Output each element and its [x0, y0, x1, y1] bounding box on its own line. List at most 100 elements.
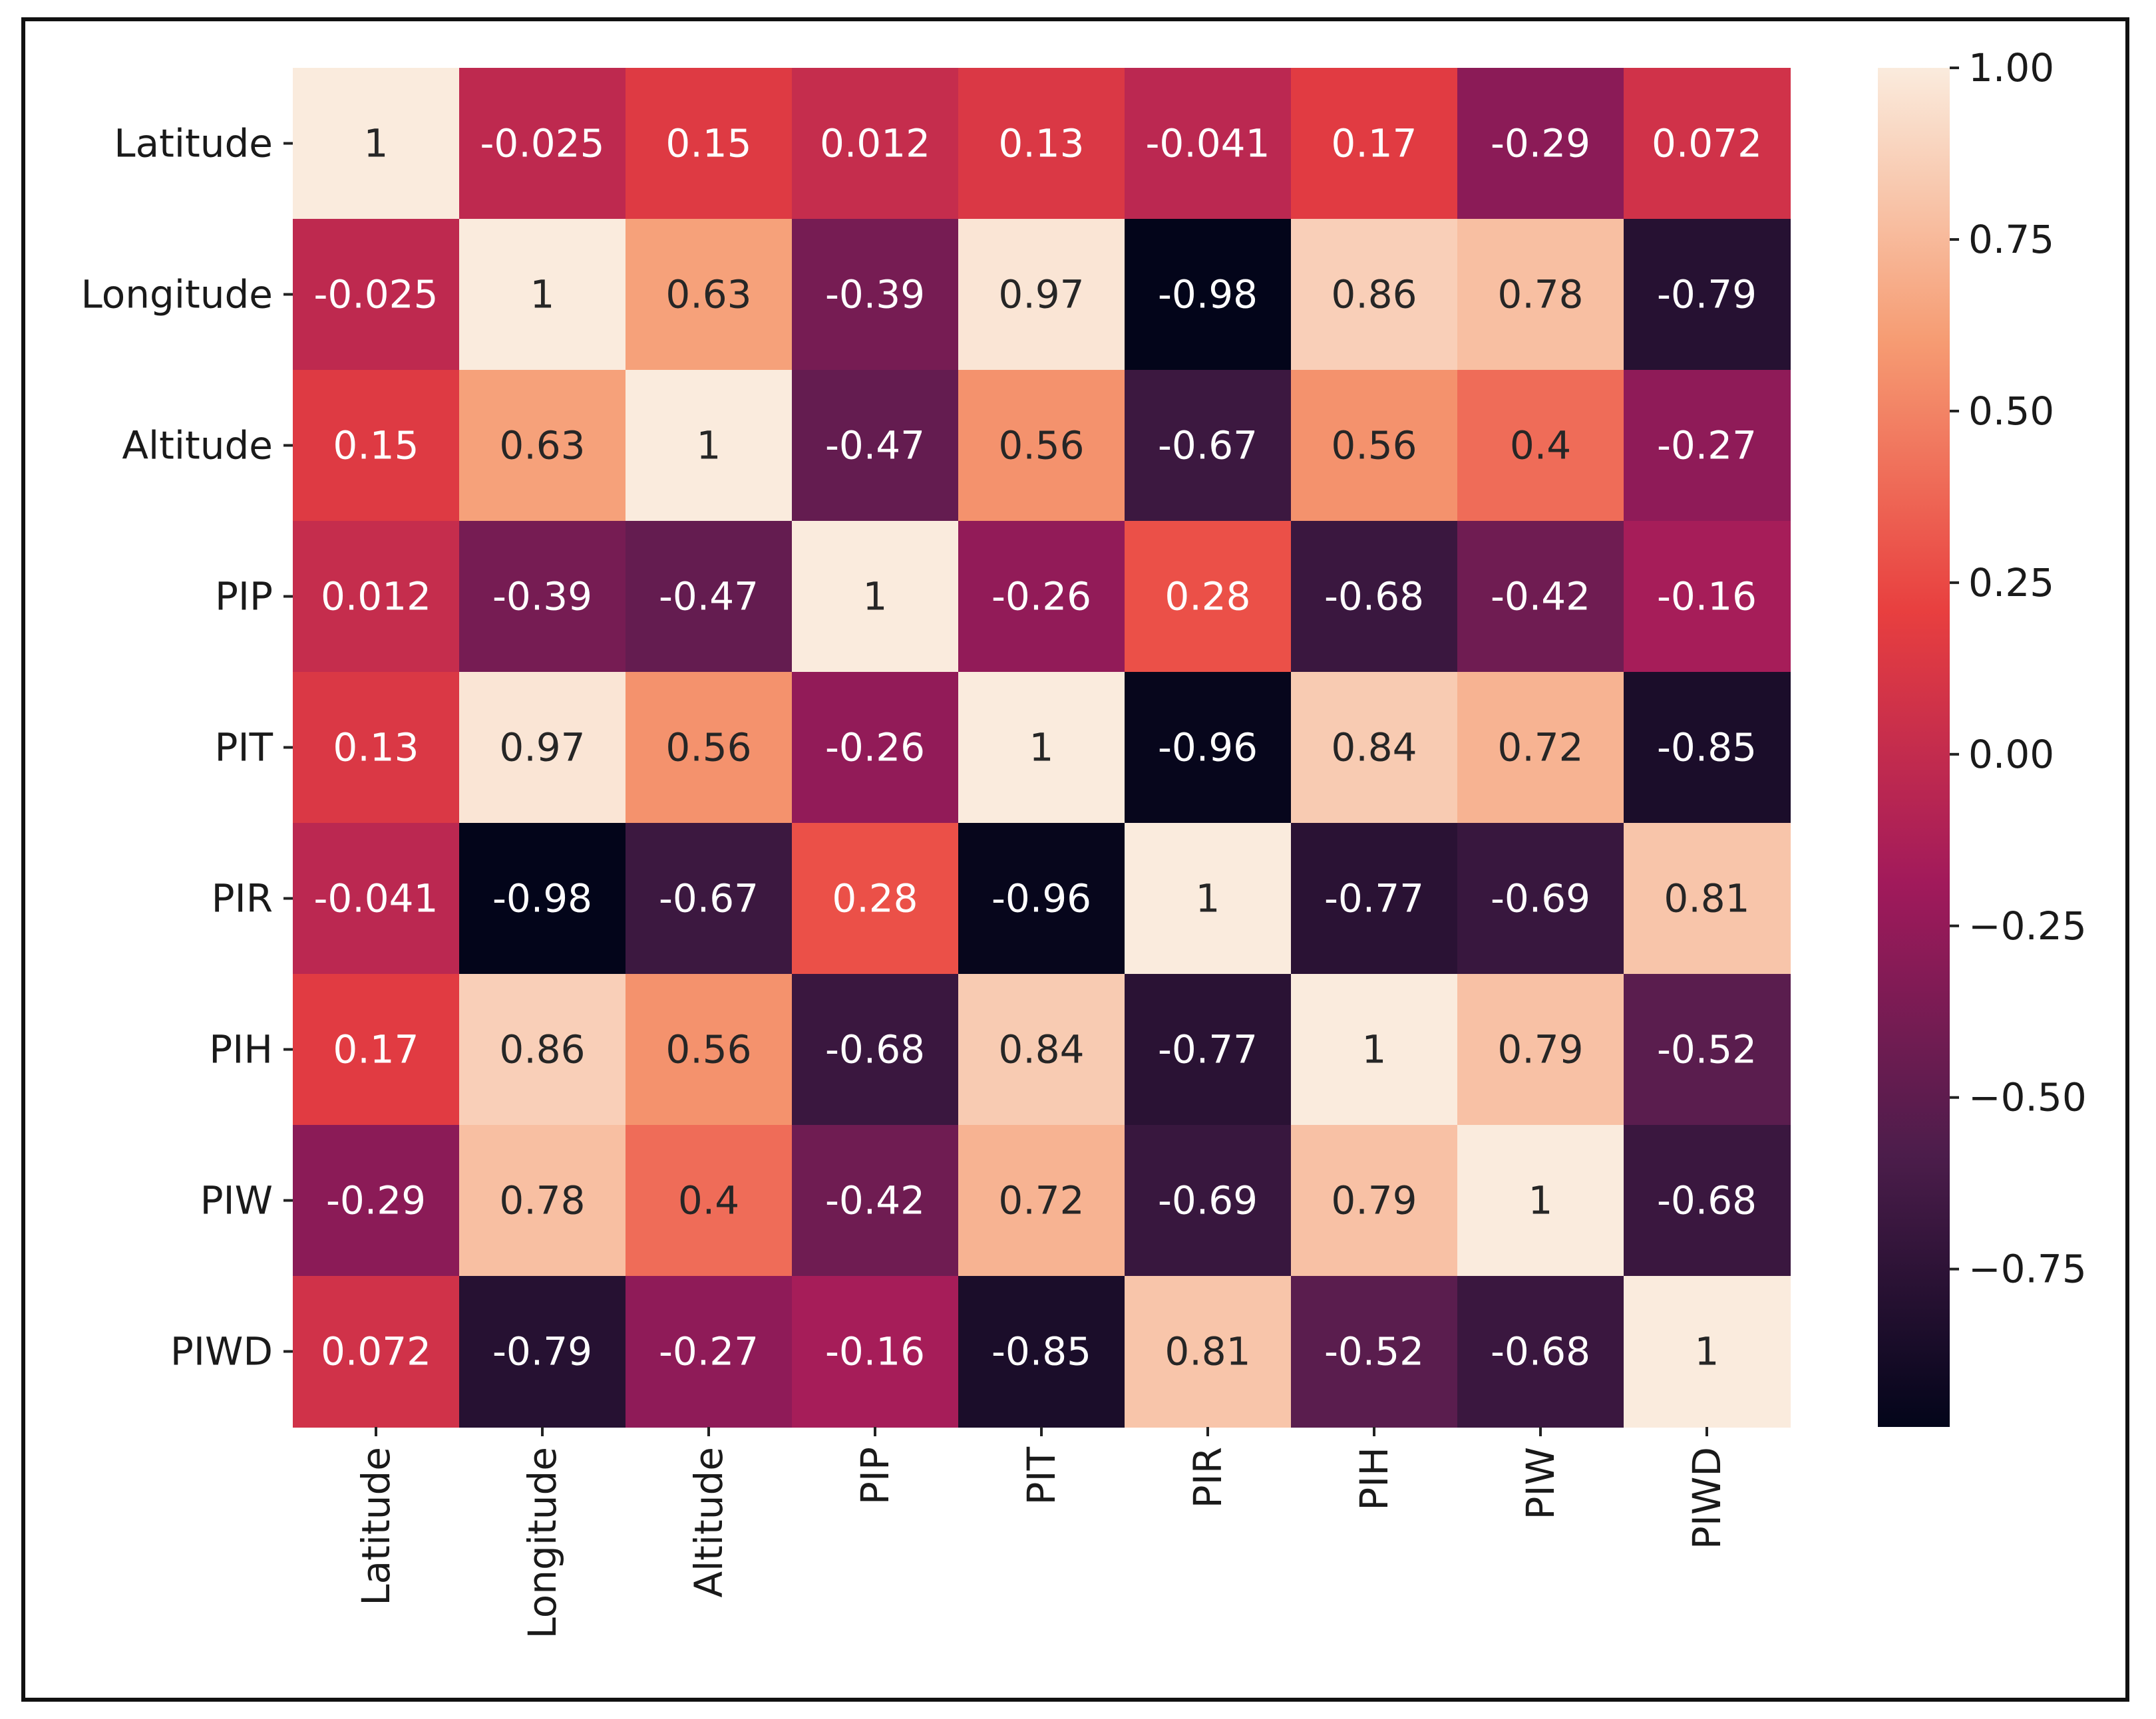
colorbar-tick-label: 0.25: [1968, 560, 2054, 605]
heatmap-cell: [293, 521, 460, 673]
cell-value-label: -0.52: [1657, 1027, 1757, 1072]
heatmap-cell: [626, 521, 793, 673]
heatmap-cell: [958, 370, 1125, 522]
cell-value-label: -0.29: [1491, 121, 1590, 166]
cell-value-label: -0.79: [492, 1329, 592, 1374]
cell-value-label: -0.27: [659, 1329, 759, 1374]
heatmap-cell: [1291, 672, 1458, 824]
heatmap-cell: [792, 974, 959, 1126]
cell-value-label: 1: [1029, 725, 1054, 770]
heatmap-cell: [1291, 219, 1458, 371]
row-tick-label: PIWD: [170, 1329, 273, 1374]
heatmap-cell: [1125, 672, 1292, 824]
heatmap-cell: [626, 974, 793, 1126]
cell-value-label: 0.15: [333, 423, 419, 468]
cell-value-label: -0.77: [1324, 876, 1424, 921]
column-tick-label: Latitude: [353, 1447, 399, 1606]
column-tick-label: PIT: [1019, 1446, 1064, 1505]
heatmap-cell: [792, 1125, 959, 1277]
heatmap-cell: [1624, 823, 1791, 975]
heatmap-cell: [958, 521, 1125, 673]
row-tick-label: PIH: [209, 1027, 273, 1072]
cell-value-label: 0.78: [499, 1178, 585, 1223]
heatmap-cell: [459, 68, 626, 220]
colorbar: 1.00 0.75 0.50 0.25 0.00 −0.25 −0.50 −0.75: [1878, 45, 2087, 1427]
cell-value-label: 0.72: [998, 1178, 1084, 1223]
cell-value-label: -0.67: [659, 876, 759, 921]
cell-value-label: 0.86: [1331, 272, 1417, 317]
cell-value-label: 1: [364, 121, 389, 166]
heatmap-cell: [1457, 974, 1624, 1126]
row-tick-labels: Latitude Longitude Altitude PIP PIT PIR PIH PIW…: [81, 121, 293, 1374]
heatmap-cell: [459, 370, 626, 522]
cell-value-label: 0.81: [1165, 1329, 1250, 1374]
cell-value-label: 0.72: [1497, 725, 1583, 770]
heatmap-cell: [1624, 370, 1791, 522]
row-tick-label: Latitude: [114, 121, 273, 166]
cell-value-label: -0.26: [991, 574, 1091, 619]
cell-value-label: 1: [1362, 1027, 1387, 1072]
cell-value-label: -0.79: [1657, 272, 1757, 317]
cell-value-label: 0.81: [1664, 876, 1749, 921]
cell-value-label: -0.96: [1158, 725, 1258, 770]
heatmap-cell: [626, 823, 793, 975]
heatmap-cell: [1291, 974, 1458, 1126]
cell-value-label: -0.68: [1657, 1178, 1757, 1223]
heatmap-cell: [293, 370, 460, 522]
heatmap-cell: [1125, 974, 1292, 1126]
cell-value-label: -0.39: [492, 574, 592, 619]
cell-value-label: 0.4: [678, 1178, 739, 1223]
cell-value-label: 0.78: [1497, 272, 1583, 317]
colorbar-tick-label: 0.50: [1968, 389, 2054, 434]
heatmap-cell: [1624, 1125, 1791, 1277]
heatmap-cell: [958, 974, 1125, 1126]
row-tick-label: Longitude: [81, 272, 273, 317]
cell-value-label: -0.98: [1158, 272, 1258, 317]
heatmap-cell: [1624, 219, 1791, 371]
heatmap-cell: [1291, 1276, 1458, 1428]
cell-value-label: -0.77: [1158, 1027, 1258, 1072]
heatmap-cell: [293, 68, 460, 220]
heatmap-cell: [958, 1276, 1125, 1428]
cell-value-label: 1: [1695, 1329, 1719, 1374]
cell-value-label: 0.17: [333, 1027, 419, 1072]
heatmap-cell: [1125, 370, 1292, 522]
cell-value-label: -0.29: [326, 1178, 426, 1223]
heatmap-cell: [792, 370, 959, 522]
cell-value-label: 1: [863, 574, 888, 619]
cell-value-label: -0.16: [825, 1329, 925, 1374]
cell-value-label: -0.27: [1657, 423, 1757, 468]
cell-value-label: -0.025: [480, 121, 605, 166]
heatmap-cell: [1624, 672, 1791, 824]
cell-value-label: 0.28: [832, 876, 918, 921]
heatmap-cell: [1291, 68, 1458, 220]
heatmap-cell: [459, 1276, 626, 1428]
cell-value-label: -0.85: [1657, 725, 1757, 770]
cell-value-label: -0.47: [659, 574, 759, 619]
column-tick-label: PIW: [1518, 1447, 1563, 1519]
heatmap-cell: [626, 672, 793, 824]
heatmap-cell: [792, 68, 959, 220]
cell-value-label: 1: [1528, 1178, 1553, 1223]
cell-value-label: -0.47: [825, 423, 925, 468]
heatmap-cell: [1291, 1125, 1458, 1277]
heatmap-cells: 1 -0.025 0.15 0.012 0.13 -0.041 0.17 -0.29 0.072…: [293, 68, 1791, 1428]
cell-value-label: 0.63: [665, 272, 751, 317]
heatmap-cell: [1457, 1276, 1624, 1428]
cell-value-label: 0.072: [1652, 121, 1762, 166]
heatmap-cell: [958, 672, 1125, 824]
heatmap-cell: [1125, 68, 1292, 220]
cell-value-label: 1: [1196, 876, 1220, 921]
heatmap-cell: [626, 68, 793, 220]
cell-value-label: 0.28: [1165, 574, 1250, 619]
heatmap-cell: [459, 1125, 626, 1277]
heatmap-cell: [1291, 370, 1458, 522]
heatmap-cell: [792, 219, 959, 371]
cell-value-label: -0.98: [492, 876, 592, 921]
heatmap-cell: [293, 1125, 460, 1277]
column-tick-label: PIH: [1351, 1447, 1397, 1511]
cell-value-label: 0.63: [499, 423, 585, 468]
heatmap-cell: [958, 1125, 1125, 1277]
heatmap-cell: [459, 974, 626, 1126]
cell-value-label: 0.15: [665, 121, 751, 166]
